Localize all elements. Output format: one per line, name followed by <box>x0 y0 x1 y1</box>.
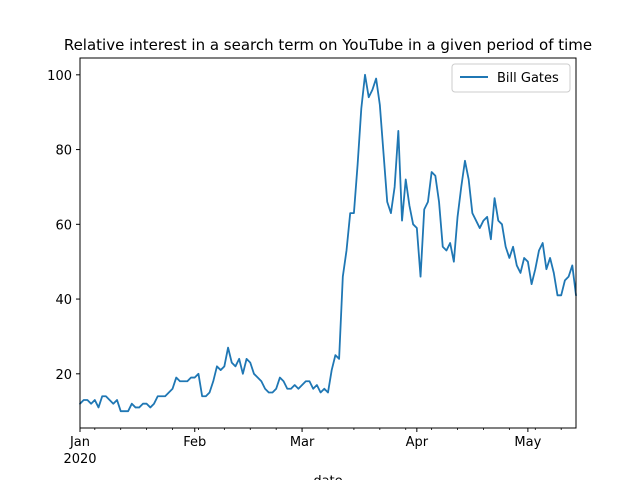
y-tick-label: 100 <box>47 69 72 84</box>
x-tick-label: Apr <box>406 435 429 450</box>
y-axis: 20 40 60 80 100 <box>47 69 80 383</box>
legend-label: Bill Gates <box>497 71 559 86</box>
y-tick-label: 40 <box>55 293 72 308</box>
plot-frame <box>79 57 577 429</box>
legend: Bill Gates <box>451 63 571 93</box>
y-tick-label: 80 <box>55 144 72 159</box>
legend-box <box>451 63 571 93</box>
x-tick-label: Jan <box>69 435 90 450</box>
x-tick-label: Mar <box>290 435 315 450</box>
x-axis: Jan 2020 Feb Mar Apr May <box>63 428 562 467</box>
series-line-bill-gates <box>79 73 577 413</box>
x-tick-label: Feb <box>183 435 206 450</box>
x-tick-label: May <box>514 435 541 450</box>
x-tick-sublabel: 2020 <box>63 452 96 467</box>
y-tick-label: 60 <box>55 218 72 233</box>
y-tick-label: 20 <box>55 368 72 383</box>
x-axis-label: date <box>313 474 342 480</box>
chart-title: Relative interest in a search term on Yo… <box>64 36 592 54</box>
